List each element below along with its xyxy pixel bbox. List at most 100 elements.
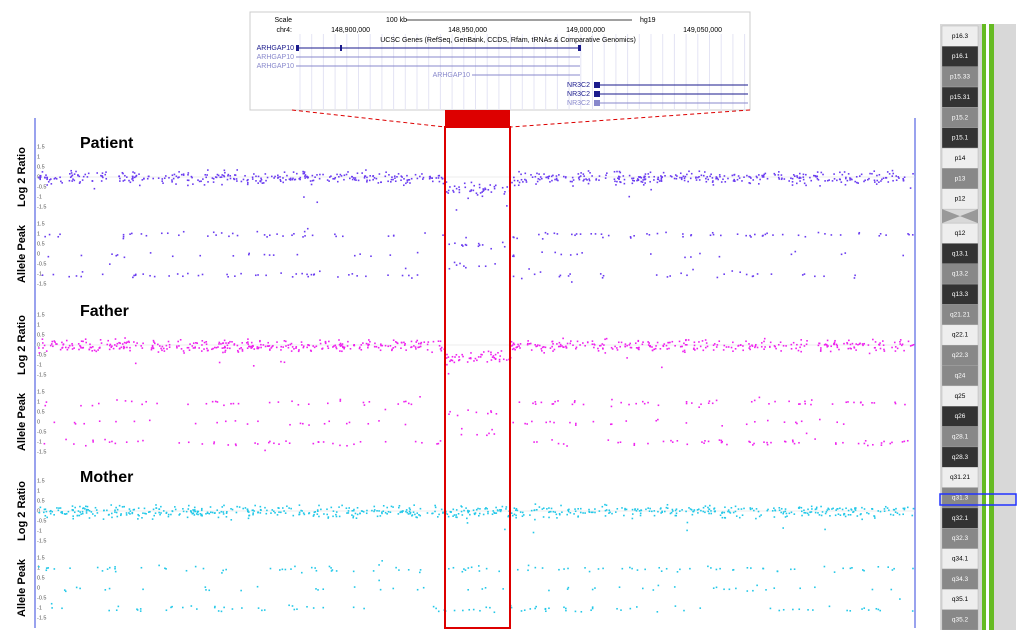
data-point <box>236 506 238 508</box>
data-point <box>446 354 448 356</box>
data-point <box>766 510 768 512</box>
data-point <box>397 403 399 405</box>
data-point <box>831 234 833 236</box>
data-point <box>904 441 906 443</box>
data-point <box>402 275 404 277</box>
data-point <box>370 255 372 257</box>
data-point <box>817 171 819 173</box>
data-point <box>764 346 766 348</box>
data-point <box>92 441 94 443</box>
data-point <box>881 444 883 446</box>
data-point <box>884 510 886 512</box>
data-point <box>810 180 812 182</box>
data-point <box>811 506 813 508</box>
data-point <box>534 344 536 346</box>
data-point <box>229 341 231 343</box>
data-point <box>824 233 826 235</box>
data-point <box>373 570 375 572</box>
data-point <box>542 238 544 240</box>
data-point <box>354 586 356 588</box>
data-point <box>369 175 371 177</box>
data-point <box>742 345 744 347</box>
data-point <box>54 568 56 570</box>
data-point <box>563 606 565 608</box>
data-point <box>551 176 553 178</box>
data-point <box>527 343 529 345</box>
data-point <box>851 567 853 569</box>
data-point <box>371 510 373 512</box>
data-point <box>783 345 785 347</box>
data-point <box>791 348 793 350</box>
data-point <box>606 172 608 174</box>
band-label: q13.1 <box>952 250 969 257</box>
data-point <box>247 423 249 425</box>
data-point <box>240 590 242 592</box>
data-point <box>141 517 143 519</box>
data-point <box>573 179 575 181</box>
data-point <box>603 275 605 277</box>
data-point <box>163 348 165 350</box>
data-point <box>53 274 55 276</box>
data-point <box>332 443 334 445</box>
data-point <box>87 506 89 508</box>
band-label: q13.3 <box>952 291 969 298</box>
data-point <box>142 589 144 591</box>
data-point <box>724 517 726 519</box>
data-point <box>392 179 394 181</box>
data-point <box>912 568 914 570</box>
data-point <box>349 422 351 424</box>
data-point <box>172 174 174 176</box>
data-point <box>292 178 294 180</box>
data-point <box>574 402 576 404</box>
data-point <box>733 512 735 514</box>
y-tick-label: 0 <box>37 419 40 425</box>
data-point <box>781 174 783 176</box>
data-point <box>241 607 243 609</box>
data-point <box>44 443 46 445</box>
data-point <box>871 173 873 175</box>
data-point <box>140 345 142 347</box>
data-point <box>311 184 313 186</box>
data-point <box>887 566 889 568</box>
data-point <box>708 508 710 510</box>
data-point <box>403 342 405 344</box>
data-point <box>239 348 241 350</box>
data-point <box>141 404 143 406</box>
data-point <box>238 403 240 405</box>
data-point <box>835 443 837 445</box>
data-point <box>301 572 303 574</box>
data-point <box>518 345 520 347</box>
data-point <box>663 441 665 443</box>
y-tick-label: 0.5 <box>37 575 45 581</box>
data-point <box>570 254 572 256</box>
data-point <box>850 344 852 346</box>
data-point <box>137 514 139 516</box>
data-point <box>236 180 238 182</box>
data-point <box>68 276 70 278</box>
data-point <box>552 343 554 345</box>
data-point <box>210 511 212 513</box>
y-tick-label: 1 <box>37 154 40 160</box>
data-point <box>755 518 757 520</box>
data-point <box>569 422 571 424</box>
data-point <box>583 404 585 406</box>
data-point <box>70 170 72 172</box>
data-point <box>850 514 852 516</box>
data-point <box>282 569 284 571</box>
data-point <box>169 344 171 346</box>
data-point <box>417 347 419 349</box>
data-point <box>800 177 802 179</box>
data-point <box>865 440 867 442</box>
data-point <box>124 342 126 344</box>
data-point <box>815 512 817 514</box>
data-point <box>877 510 879 512</box>
data-point <box>419 396 421 398</box>
data-point <box>708 441 710 443</box>
data-point <box>293 233 295 235</box>
data-point <box>232 509 234 511</box>
data-point <box>549 181 551 183</box>
data-point <box>489 607 491 609</box>
data-point <box>872 444 874 446</box>
data-point <box>413 504 415 506</box>
data-point <box>309 512 311 514</box>
